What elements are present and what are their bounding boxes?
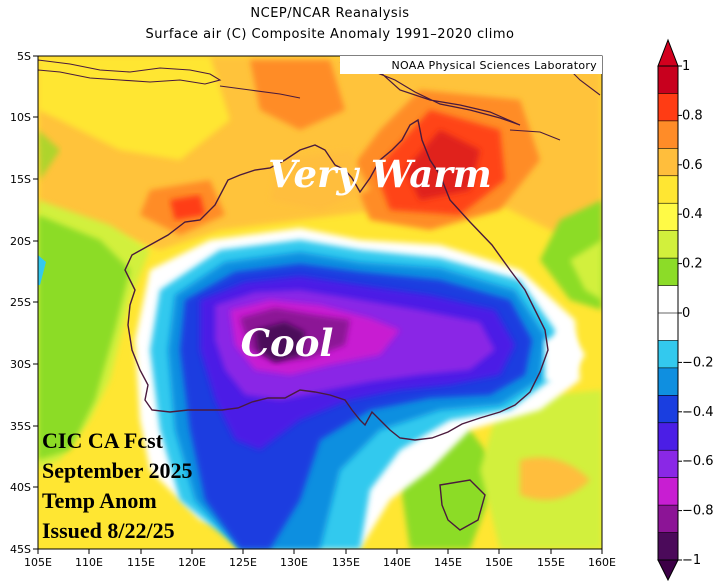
colorbar-tick-label: −0.8 xyxy=(682,504,714,519)
colorbar-cells xyxy=(657,65,679,561)
colorbar-cell xyxy=(657,93,679,122)
lat-tick-label: 10S xyxy=(10,111,31,124)
colorbar-cell xyxy=(657,65,679,95)
colorbar-bottom-arrow xyxy=(657,559,679,582)
colorbar-tick-label: −0.4 xyxy=(682,405,714,420)
new-guinea-coastline xyxy=(339,61,521,126)
forecast-note-line: Temp Anom xyxy=(42,488,157,513)
map-title: NCEP/NCAR Reanalysis xyxy=(250,6,410,21)
latitude-axis: 5S 10S 15S 20S 25S 30S 35S 40S 45S xyxy=(10,50,38,556)
colorbar-tick-label: −1 xyxy=(682,553,701,568)
colorbar-cell xyxy=(657,395,679,424)
colorbar-cell xyxy=(657,257,679,287)
lon-tick-label: 110E xyxy=(75,556,103,569)
colorbar-cell xyxy=(657,340,679,369)
colorbar-tick-label: 1 xyxy=(682,59,690,74)
credit-text: NOAA Physical Sciences Laboratory xyxy=(392,59,598,72)
lat-tick-label: 40S xyxy=(10,481,31,494)
lon-tick-label: 125E xyxy=(229,556,257,569)
credit-box xyxy=(340,56,602,74)
colorbar-cell xyxy=(657,504,679,534)
colorbar-tick-label: 0.8 xyxy=(682,108,703,123)
colorbar-cell xyxy=(657,230,679,259)
colorbar-cell xyxy=(657,367,679,397)
lat-tick-label: 20S xyxy=(10,235,31,248)
lat-tick-label: 45S xyxy=(10,543,31,556)
colorbar-tick-label: 0.6 xyxy=(682,158,703,173)
colorbar-tick-label: 0.2 xyxy=(682,257,703,272)
islands-coastline xyxy=(38,59,222,85)
lon-tick-label: 145E xyxy=(434,556,462,569)
colorbar-tick-label: −0.6 xyxy=(682,454,714,469)
colorbar-labels: 1 0.8 0.6 0.4 0.2 0 −0.2 −0.4 −0.6 −0.8 −1 xyxy=(678,59,714,568)
cool-label: Cool xyxy=(241,321,334,365)
lat-tick-label: 5S xyxy=(17,50,31,63)
forecast-note: CIC CA Fcst September 2025 Temp Anom Iss… xyxy=(42,428,193,543)
lat-tick-label: 15S xyxy=(10,173,31,186)
colorbar-cell xyxy=(657,120,679,150)
colorbar-cell xyxy=(657,148,679,177)
tasmania-coastline xyxy=(439,479,486,531)
lon-tick-label: 160E xyxy=(588,556,616,569)
colorbar-tick-label: 0 xyxy=(682,306,690,321)
very-warm-label: Very Warm xyxy=(268,152,492,196)
map-subtitle: Surface air (C) Composite Anomaly 1991–2… xyxy=(145,27,515,42)
lat-tick-label: 30S xyxy=(10,358,31,371)
australia-coastline xyxy=(124,118,549,441)
lat-tick-label: 25S xyxy=(10,296,31,309)
lon-tick-label: 120E xyxy=(178,556,206,569)
colorbar-tick-label: −0.2 xyxy=(682,355,714,370)
forecast-note-line: CIC CA Fcst xyxy=(42,428,164,453)
colorbar-tick-label: 0.4 xyxy=(682,207,703,222)
colorbar-cell xyxy=(657,285,679,314)
colorbar-cell xyxy=(657,312,679,342)
lon-tick-label: 115E xyxy=(127,556,155,569)
lat-tick-label: 35S xyxy=(10,420,31,433)
colorbar-cell xyxy=(657,202,679,232)
longitude-axis: 105E 110E 115E 120E 125E 130E 135E 140E … xyxy=(24,549,616,569)
anomaly-field xyxy=(38,56,602,549)
forecast-note-line: September 2025 xyxy=(42,458,193,483)
lon-tick-label: 140E xyxy=(383,556,411,569)
lon-tick-label: 105E xyxy=(24,556,52,569)
colorbar-cell xyxy=(657,449,679,479)
colorbar-cell xyxy=(657,175,679,205)
lon-tick-label: 155E xyxy=(537,556,565,569)
colorbar-cell xyxy=(657,477,679,506)
lon-tick-label: 130E xyxy=(280,556,308,569)
lon-tick-label: 150E xyxy=(485,556,513,569)
colorbar-cell xyxy=(657,422,679,452)
colorbar-top-arrow xyxy=(657,38,679,67)
colorbar-cell xyxy=(657,532,679,561)
colorbar: 1 0.8 0.6 0.4 0.2 0 −0.2 −0.4 −0.6 −0.8 −1 xyxy=(657,38,714,582)
forecast-note-line: Issued 8/22/25 xyxy=(42,518,175,543)
lon-tick-label: 135E xyxy=(332,556,360,569)
